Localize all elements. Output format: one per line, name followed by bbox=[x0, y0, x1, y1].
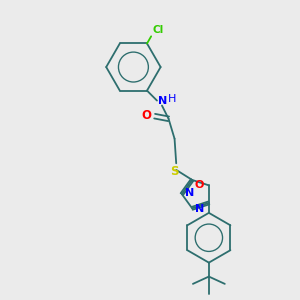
Text: N: N bbox=[158, 96, 167, 106]
Text: Cl: Cl bbox=[152, 25, 164, 34]
Text: O: O bbox=[195, 180, 204, 190]
Text: S: S bbox=[170, 165, 179, 178]
Text: H: H bbox=[168, 94, 176, 104]
Text: N: N bbox=[196, 204, 205, 214]
Text: N: N bbox=[185, 188, 194, 198]
Text: O: O bbox=[141, 109, 151, 122]
